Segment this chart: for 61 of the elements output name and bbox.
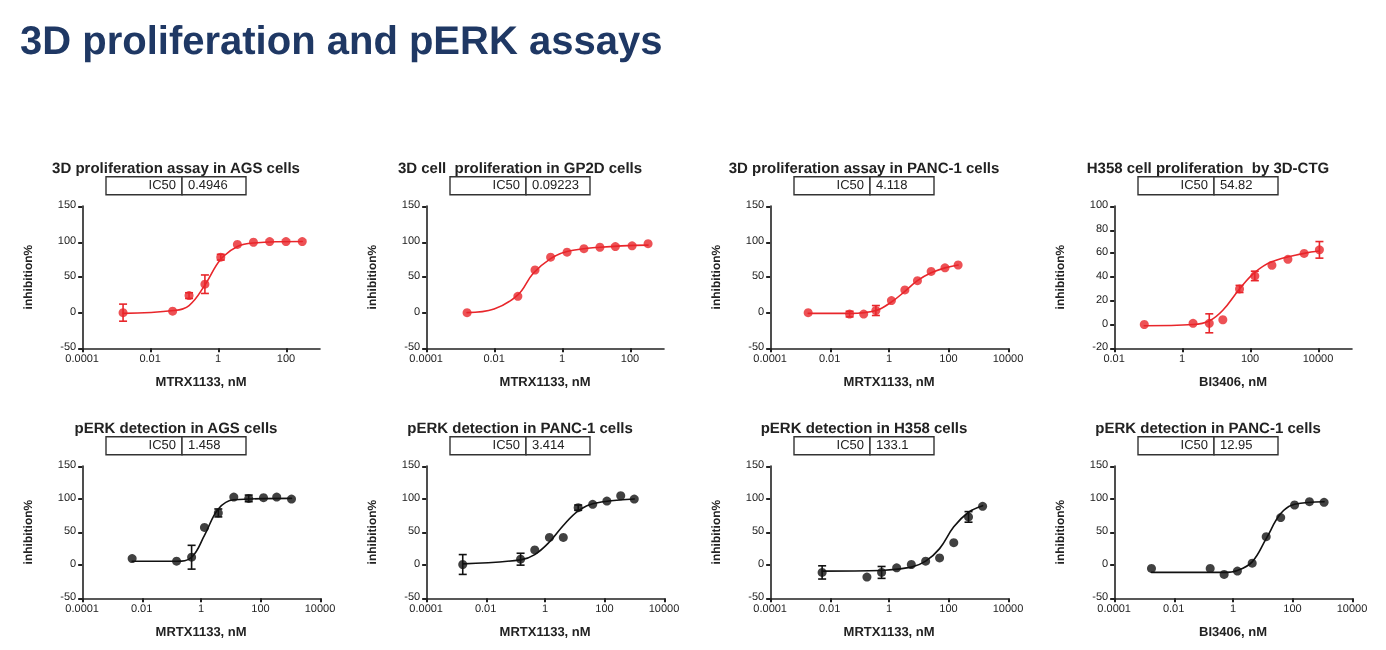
point <box>912 276 922 286</box>
point <box>610 242 620 252</box>
point <box>921 556 931 566</box>
point <box>953 260 963 270</box>
point <box>1299 248 1309 258</box>
point <box>297 237 307 247</box>
point <box>248 237 258 247</box>
point <box>629 494 639 504</box>
point <box>1247 558 1257 568</box>
point <box>940 263 950 273</box>
point <box>935 553 945 563</box>
point <box>1261 532 1271 542</box>
point <box>1319 497 1329 507</box>
point <box>926 266 936 276</box>
point <box>187 552 197 562</box>
text: 3D proliferation and pERK assays <box>20 20 663 66</box>
point <box>562 247 572 257</box>
point <box>616 491 626 501</box>
point <box>530 545 540 555</box>
point <box>579 244 589 254</box>
point <box>544 532 554 542</box>
point <box>862 572 872 582</box>
point <box>892 563 902 573</box>
point <box>602 496 612 506</box>
point <box>1205 563 1215 573</box>
point <box>281 237 291 247</box>
point <box>949 538 959 548</box>
point <box>168 306 178 316</box>
point <box>1218 315 1228 325</box>
point <box>265 237 275 247</box>
point <box>900 285 910 295</box>
point <box>1290 500 1300 510</box>
point <box>595 242 605 252</box>
point <box>588 499 598 509</box>
point <box>1276 513 1286 523</box>
point <box>978 501 988 511</box>
point <box>1304 497 1314 507</box>
point <box>1219 569 1229 579</box>
point <box>200 279 210 289</box>
point <box>643 239 653 249</box>
point <box>1267 260 1277 270</box>
point <box>172 556 182 566</box>
point <box>287 494 296 504</box>
point <box>1232 566 1242 576</box>
point <box>546 252 556 262</box>
point <box>1188 318 1198 328</box>
point <box>558 532 568 542</box>
point <box>232 239 242 249</box>
point <box>1204 318 1214 328</box>
point <box>1283 254 1293 264</box>
point <box>530 265 540 275</box>
point <box>627 241 637 251</box>
point <box>199 522 209 532</box>
point <box>906 559 916 569</box>
point <box>272 492 282 502</box>
point <box>859 309 869 319</box>
point <box>513 291 523 301</box>
point <box>259 493 269 503</box>
point <box>886 296 896 306</box>
point <box>229 492 239 502</box>
point <box>1314 245 1324 255</box>
